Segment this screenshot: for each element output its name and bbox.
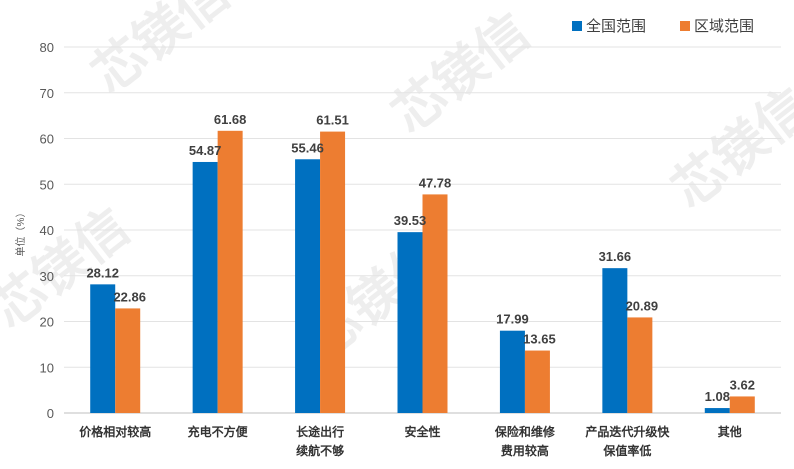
data-label: 61.51 [316,113,349,128]
data-label: 39.53 [394,213,427,228]
bar-national [192,161,218,413]
data-label: 31.66 [599,249,632,264]
bar-regional [320,131,346,414]
bar-national [602,268,628,413]
bar-national [397,232,423,413]
x-category-label: 保值率低 [602,443,651,458]
data-labels: 28.12 22.86 54.87 61.68 55.46 61.51 39.53 47.78… [86,112,755,404]
x-category-label: 保险和维修 [494,424,556,439]
data-label: 55.46 [291,140,324,155]
data-label: 54.87 [189,143,222,158]
y-tick-label: 0 [47,406,54,421]
y-axis-label: 单位（%） [14,208,27,257]
bars [90,130,755,414]
bar-regional [729,396,755,413]
x-category-label: 续航不够 [296,443,344,458]
x-category-label: 安全性 [404,424,440,439]
y-tick-label: 50 [40,177,54,192]
data-label: 1.08 [705,389,730,404]
watermark-text: 芯镁信 [382,3,541,145]
x-category-label: 充电不方便 [188,424,249,439]
bar-regional [627,317,653,413]
y-tick-label: 10 [40,360,54,375]
x-category-label: 其他 [718,424,742,439]
watermark-text: 芯镁信 [662,78,794,220]
data-label: 13.65 [523,332,556,347]
data-label: 28.12 [86,265,119,280]
bar-national [90,284,116,413]
y-tick-label: 20 [40,315,54,330]
y-tick-label: 70 [40,86,54,101]
watermark-text: 芯镁信 [82,0,241,104]
legend: 全国范围 区域范围 [572,17,754,35]
bar-regional [422,194,448,413]
data-label: 17.99 [496,312,529,327]
x-category-label: 价格相对较高 [79,424,151,439]
bar-national [704,408,730,413]
y-tick-label: 30 [40,269,54,284]
x-category-label: 长途出行 [296,424,344,439]
x-category-label: 费用较高 [501,443,549,458]
bar-regional [115,308,141,413]
legend-swatch [572,21,582,31]
legend-label: 全国范围 [586,17,646,35]
x-category-label: 产品迭代升级快 [585,424,670,439]
bar-regional [217,130,243,413]
y-tick-label: 40 [40,223,54,238]
legend-swatch [680,21,690,31]
data-label: 47.78 [419,175,452,190]
bar-national [499,330,525,413]
y-tick-label: 80 [40,40,54,55]
data-label: 22.86 [113,289,146,304]
data-label: 3.62 [730,377,755,392]
data-label: 61.68 [214,112,247,127]
data-label: 20.89 [626,298,659,313]
bar-regional [524,350,550,413]
y-axis-ticks: 0 10 20 30 40 50 60 70 80 [40,40,54,421]
y-tick-label: 60 [40,132,54,147]
bar-national [295,159,321,413]
legend-label: 区域范围 [694,18,754,35]
